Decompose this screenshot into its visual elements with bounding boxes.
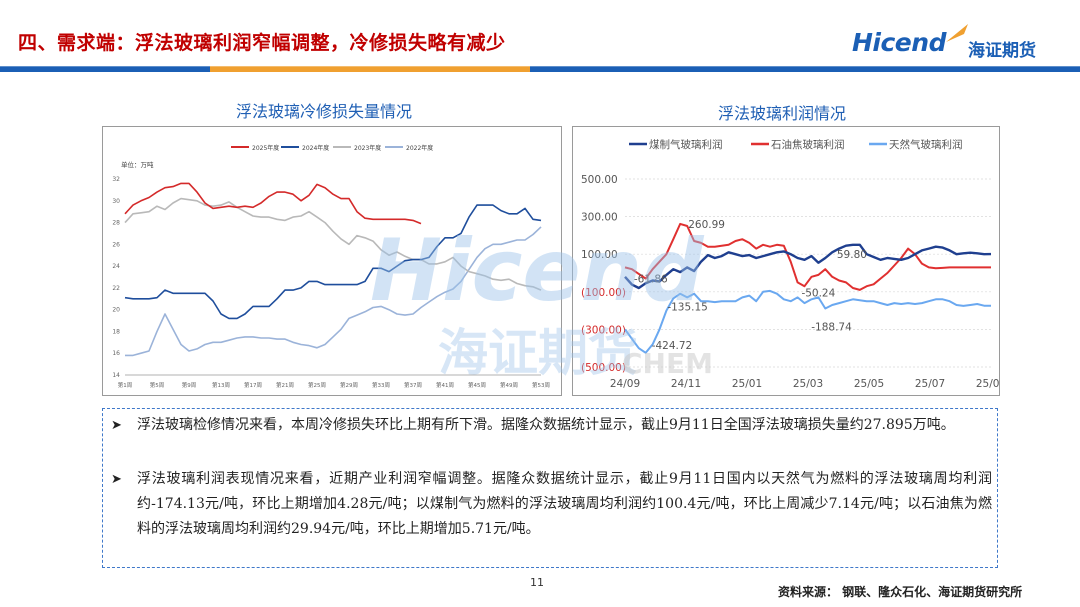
x-tick-label: 第41周 bbox=[436, 381, 454, 389]
y-tick-label: (300.00) bbox=[581, 324, 626, 336]
data-annotation: -424.72 bbox=[652, 340, 693, 352]
x-tick-label: 25/03 bbox=[793, 378, 823, 390]
y-unit-label: 单位：万吨 bbox=[121, 160, 154, 169]
data-annotation: -61.86 bbox=[634, 274, 668, 286]
legend-label-3: 天然气玻璃利润 bbox=[889, 138, 963, 151]
x-tick-label: 第29周 bbox=[340, 381, 358, 389]
source-note: 资料来源： 钢联、隆众石化、海证期货研究所 bbox=[778, 585, 1023, 599]
series-line-1 bbox=[124, 182, 422, 225]
x-tick-label: 第49周 bbox=[500, 381, 518, 389]
y-tick-label: (500.00) bbox=[581, 362, 626, 374]
header-band bbox=[0, 66, 1080, 72]
x-tick-label: 25/01 bbox=[732, 378, 762, 390]
analysis-bullet-text: 浮法玻璃检修情况来看，本周冷修损失环比上期有所下滑。据隆众数据统计显示，截止9月… bbox=[137, 417, 955, 433]
analysis-bullet-2: ➤ 浮法玻璃利润表现情况来看，近期产业利润窄幅调整。据隆众数据统计显示，截止9月… bbox=[111, 467, 992, 542]
x-tick-label: 第37周 bbox=[404, 381, 422, 389]
data-annotation: 59.80 bbox=[837, 249, 867, 261]
y-tick-label: 500.00 bbox=[581, 174, 618, 186]
x-tick-label: 25/07 bbox=[915, 378, 945, 390]
x-tick-label: 第25周 bbox=[308, 381, 326, 389]
series-line-1 bbox=[624, 243, 992, 290]
x-tick-label: 第53周 bbox=[532, 381, 550, 389]
data-annotation: 260.99 bbox=[688, 219, 725, 231]
company-logo: Hicend 海证期货 bbox=[850, 22, 1060, 66]
y-tick-label: 16 bbox=[112, 350, 120, 357]
right-chart-title: 浮法玻璃利润情况 bbox=[718, 104, 847, 123]
series-line-2 bbox=[624, 222, 991, 291]
logo-chinese-name: 海证期货 bbox=[968, 41, 1036, 61]
y-tick-label: 20 bbox=[112, 307, 120, 314]
legend-label-1: 2025年度 bbox=[252, 144, 279, 152]
x-tick-label: 第5周 bbox=[150, 381, 165, 389]
bullet-arrow-icon: ➤ bbox=[111, 472, 122, 487]
legend-label-4: 2022年度 bbox=[406, 144, 433, 152]
x-tick-label: 25/05 bbox=[854, 378, 884, 390]
x-tick-label: 第21周 bbox=[276, 381, 294, 389]
logo-swoosh-icon bbox=[946, 24, 968, 42]
data-annotation: -135.15 bbox=[667, 301, 708, 313]
series-line-4 bbox=[125, 226, 542, 357]
analysis-bullet-1: ➤ 浮法玻璃检修情况来看，本周冷修损失环比上期有所下滑。据隆众数据统计显示，截止… bbox=[111, 413, 992, 438]
profit-chart: 煤制气玻璃利润 石油焦玻璃利润 天然气玻璃利润 500.00 300.00 100.00 (… bbox=[572, 126, 1000, 396]
series-line-3 bbox=[124, 197, 542, 291]
data-annotation: -188.74 bbox=[811, 321, 852, 333]
page-number: 11 bbox=[530, 576, 544, 589]
legend-label-2: 石油焦玻璃利润 bbox=[771, 138, 845, 151]
y-tick-label: 18 bbox=[112, 328, 120, 335]
bullet-arrow-icon: ➤ bbox=[111, 418, 122, 433]
y-tick-label: 14 bbox=[112, 372, 120, 379]
cold-repair-loss-chart: 2025年度 2024年度 2023年度 2022年度单位：万吨 14 16 18 20 22 2… bbox=[102, 126, 562, 396]
y-tick-label: 32 bbox=[112, 176, 120, 183]
x-tick-label: 25/09 bbox=[976, 378, 999, 390]
y-tick-label: (100.00) bbox=[581, 287, 626, 299]
legend-label-2: 2024年度 bbox=[302, 144, 329, 152]
x-tick-label: 第13周 bbox=[212, 381, 230, 389]
logo-wordmark: Hicend bbox=[852, 28, 946, 57]
y-tick-label: 28 bbox=[112, 220, 120, 227]
legend-label-1: 煤制气玻璃利润 bbox=[649, 138, 723, 151]
page-title: 四、需求端：浮法玻璃利润窄幅调整，冷修损失略有减少 bbox=[18, 32, 506, 54]
series-line-3 bbox=[624, 289, 991, 354]
y-tick-label: 30 bbox=[112, 198, 120, 205]
x-tick-label: 24/11 bbox=[671, 378, 701, 390]
x-tick-label: 第33周 bbox=[372, 381, 390, 389]
profit-plot: 煤制气玻璃利润 石油焦玻璃利润 天然气玻璃利润 500.00 300.00 100.00 (… bbox=[581, 138, 999, 390]
data-annotation: -50.24 bbox=[801, 287, 835, 299]
left-chart-title: 浮法玻璃冷修损失量情况 bbox=[236, 102, 413, 121]
y-tick-label: 24 bbox=[112, 263, 120, 270]
x-tick-label: 第45周 bbox=[468, 381, 486, 389]
analysis-bullet-text: 浮法玻璃利润表现情况来看，近期产业利润窄幅调整。据隆众数据统计显示，截止9月11… bbox=[137, 471, 992, 537]
y-tick-label: 100.00 bbox=[581, 249, 618, 261]
y-tick-label: 22 bbox=[112, 285, 120, 292]
series-line-2 bbox=[124, 204, 542, 320]
analysis-text-box: ➤ 浮法玻璃检修情况来看，本周冷修损失环比上期有所下滑。据隆众数据统计显示，截止… bbox=[102, 408, 998, 568]
x-tick-label: 第17周 bbox=[244, 381, 262, 389]
y-tick-label: 300.00 bbox=[581, 212, 618, 224]
y-tick-label: 26 bbox=[112, 241, 120, 248]
x-tick-label: 第9周 bbox=[182, 381, 197, 389]
x-tick-label: 第1周 bbox=[118, 381, 133, 389]
x-tick-label: 24/09 bbox=[610, 378, 640, 390]
legend-label-3: 2023年度 bbox=[354, 144, 381, 152]
